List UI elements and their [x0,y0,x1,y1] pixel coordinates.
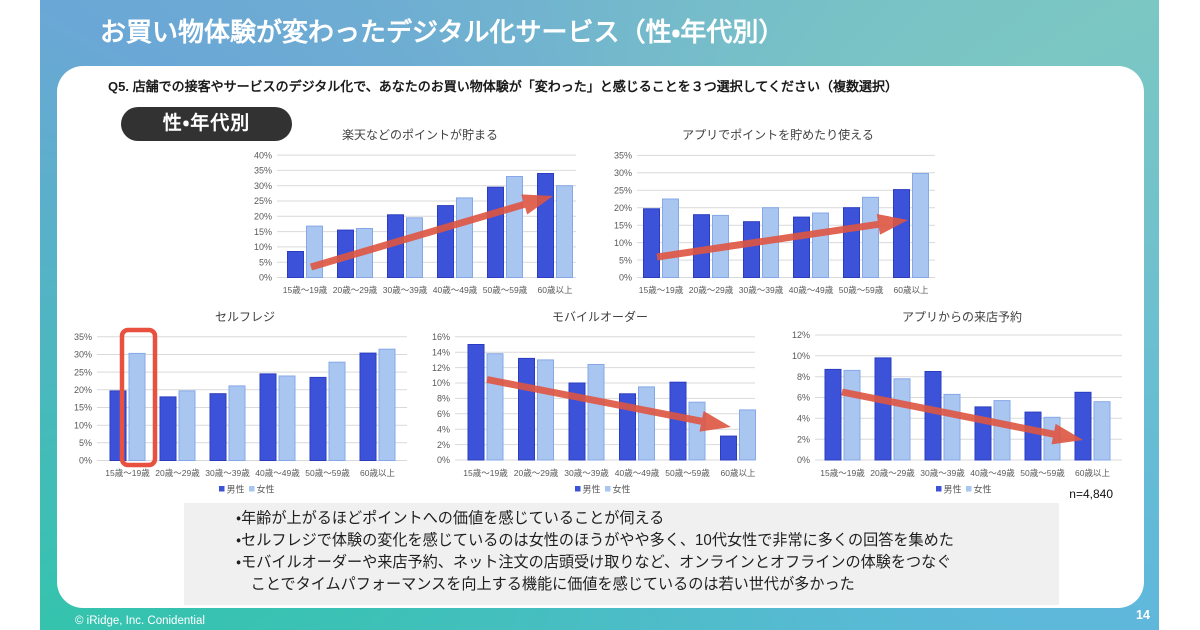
svg-text:40歳〜49歳: 40歳〜49歳 [255,468,300,478]
svg-text:15歳〜19歳: 15歳〜19歳 [639,285,684,295]
svg-text:楽天などのポイントが貯まる: 楽天などのポイントが貯まる [342,127,498,142]
svg-text:女性: 女性 [257,484,275,495]
svg-text:0%: 0% [619,273,632,283]
svg-text:男性: 男性 [227,484,245,495]
svg-text:35%: 35% [74,332,92,342]
svg-text:12%: 12% [792,330,810,340]
svg-text:50歳〜59歳: 50歳〜59歳 [305,468,350,478]
svg-text:30歳〜39歳: 30歳〜39歳 [564,468,609,478]
svg-text:50歳〜59歳: 50歳〜59歳 [665,468,710,478]
svg-text:14%: 14% [432,347,450,357]
svg-text:20%: 20% [254,212,272,222]
svg-text:15歳〜19歳: 15歳〜19歳 [105,468,150,478]
svg-text:35%: 35% [614,151,632,161]
svg-text:30歳〜39歳: 30歳〜39歳 [920,468,965,478]
svg-text:10%: 10% [254,242,272,252]
svg-text:60歳以上: 60歳以上 [538,285,573,295]
svg-text:40歳〜49歳: 40歳〜49歳 [789,285,834,295]
svg-text:10%: 10% [74,420,92,430]
svg-text:8%: 8% [797,372,810,382]
svg-text:35%: 35% [254,166,272,176]
svg-text:20歳〜29歳: 20歳〜29歳 [514,468,559,478]
svg-text:5%: 5% [619,255,632,265]
svg-text:2%: 2% [437,440,450,450]
svg-text:25%: 25% [614,186,632,196]
svg-text:5%: 5% [259,257,272,267]
svg-text:4%: 4% [797,414,810,424]
svg-text:60歳以上: 60歳以上 [1075,468,1110,478]
svg-text:25%: 25% [254,196,272,206]
svg-text:20歳〜29歳: 20歳〜29歳 [333,285,378,295]
svg-text:6%: 6% [437,409,450,419]
svg-text:20歳〜29歳: 20歳〜29歳 [870,468,915,478]
svg-text:セルフレジ: セルフレジ [215,310,275,324]
svg-text:n=4,840: n=4,840 [1069,487,1113,501]
svg-text:10%: 10% [792,351,810,361]
svg-text:6%: 6% [797,393,810,403]
svg-text:60歳以上: 60歳以上 [721,468,756,478]
svg-text:60歳以上: 60歳以上 [894,285,929,295]
svg-text:0%: 0% [437,455,450,465]
svg-text:0%: 0% [79,456,92,466]
svg-text:5%: 5% [79,438,92,448]
svg-text:アプリからの来店予約: アプリからの来店予約 [902,309,1022,324]
svg-text:40歳〜49歳: 40歳〜49歳 [970,468,1015,478]
svg-text:30%: 30% [614,168,632,178]
svg-text:30歳〜39歳: 30歳〜39歳 [739,285,784,295]
svg-text:女性: 女性 [613,484,631,495]
svg-text:40%: 40% [254,150,272,160]
svg-text:12%: 12% [432,363,450,373]
svg-text:60歳以上: 60歳以上 [360,468,395,478]
svg-text:8%: 8% [437,394,450,404]
svg-text:50歳〜59歳: 50歳〜59歳 [483,285,528,295]
svg-text:男性: 男性 [583,484,601,495]
svg-text:15%: 15% [614,220,632,230]
svg-text:40歳〜49歳: 40歳〜49歳 [615,468,660,478]
svg-text:30%: 30% [74,350,92,360]
svg-text:40歳〜49歳: 40歳〜49歳 [433,285,478,295]
svg-text:15%: 15% [74,403,92,413]
svg-text:30歳〜39歳: 30歳〜39歳 [205,468,250,478]
svg-text:アプリでポイントを貯めたり使える: アプリでポイントを貯めたり使える [682,127,874,142]
svg-text:30歳〜39歳: 30歳〜39歳 [383,285,428,295]
svg-text:4%: 4% [437,424,450,434]
svg-text:10%: 10% [432,378,450,388]
svg-text:15%: 15% [254,227,272,237]
svg-text:50歳〜59歳: 50歳〜59歳 [839,285,884,295]
svg-text:25%: 25% [74,367,92,377]
svg-text:モバイルオーダー: モバイルオーダー [552,309,648,324]
svg-text:15歳〜19歳: 15歳〜19歳 [463,468,508,478]
svg-text:20%: 20% [74,385,92,395]
svg-text:0%: 0% [259,273,272,283]
svg-text:15歳〜19歳: 15歳〜19歳 [283,285,328,295]
svg-text:10%: 10% [614,238,632,248]
svg-text:20歳〜29歳: 20歳〜29歳 [689,285,734,295]
svg-text:女性: 女性 [974,484,992,495]
svg-text:0%: 0% [797,455,810,465]
svg-text:16%: 16% [432,332,450,342]
svg-text:50歳〜59歳: 50歳〜59歳 [1020,468,1065,478]
svg-text:20歳〜29歳: 20歳〜29歳 [155,468,200,478]
svg-text:2%: 2% [797,434,810,444]
svg-text:男性: 男性 [944,484,962,495]
svg-text:30%: 30% [254,181,272,191]
svg-text:15歳〜19歳: 15歳〜19歳 [820,468,865,478]
svg-text:20%: 20% [614,203,632,213]
